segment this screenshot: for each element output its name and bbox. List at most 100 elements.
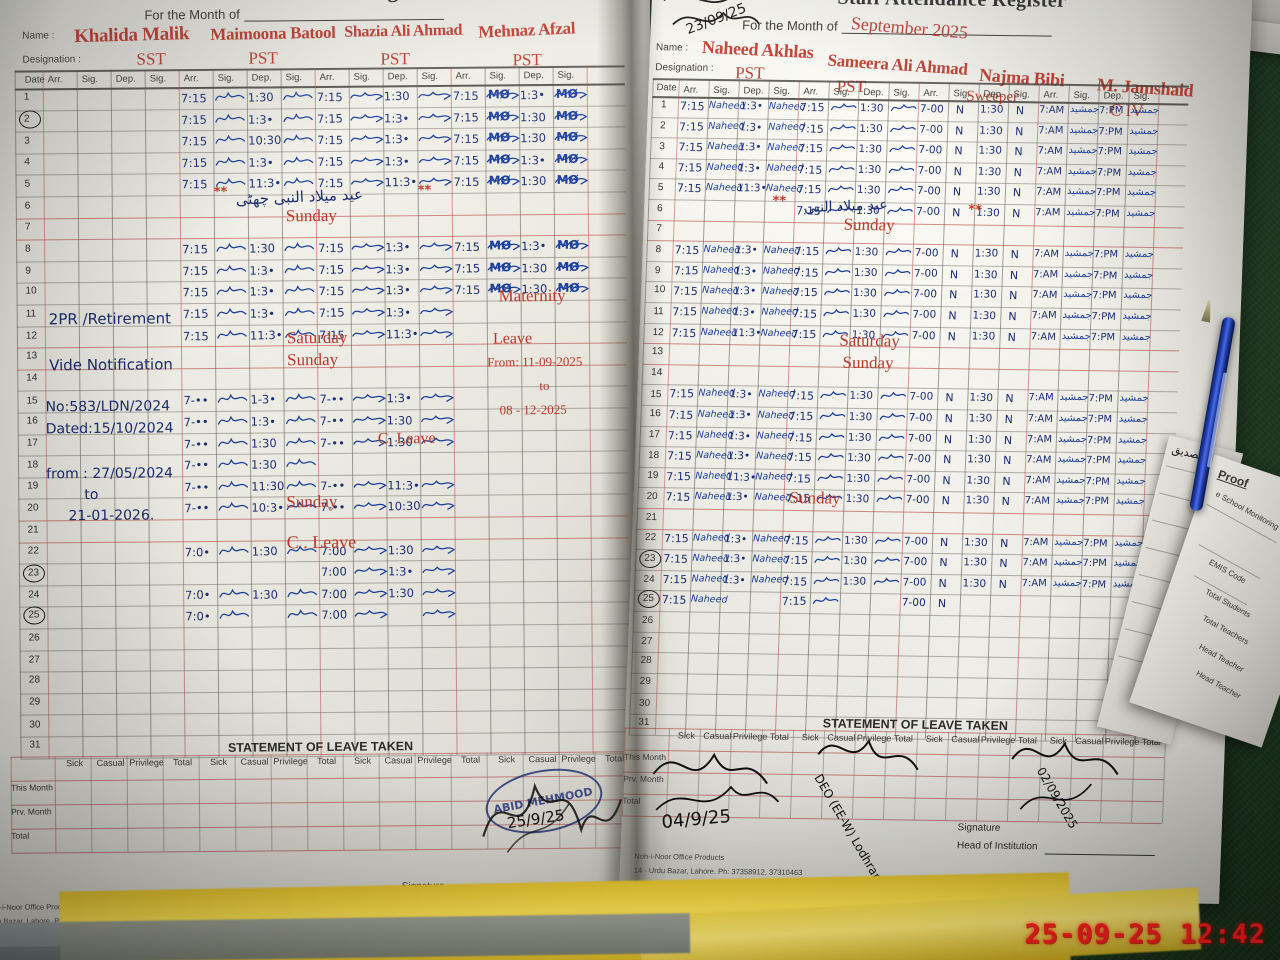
attendance-arrival: 7-00 bbox=[908, 411, 933, 425]
date-cell: 1 bbox=[23, 91, 30, 103]
attendance-departure: 7:PM bbox=[1095, 187, 1121, 199]
signature-urdu: جمشيد bbox=[1067, 165, 1098, 178]
attendance-arrival: 7:15 bbox=[798, 121, 825, 136]
attendance-signature: N bbox=[999, 536, 1009, 550]
date-cell: 13 bbox=[651, 346, 664, 358]
attendance-arrival: 7:AM bbox=[1035, 186, 1062, 199]
statement-row-label: Total bbox=[11, 830, 30, 841]
attendance-signature: N bbox=[999, 557, 1008, 571]
signature-urdu: جمشيد bbox=[1062, 309, 1092, 322]
attendance-departure: 7:PM bbox=[1097, 146, 1122, 158]
holiday-mark-right-1: ** bbox=[772, 193, 787, 209]
attendance-arrival: 7:AM bbox=[1038, 124, 1064, 137]
signature-mark bbox=[882, 330, 909, 338]
note-cleave-left-2: C . Leave bbox=[286, 531, 357, 553]
signature-mark bbox=[486, 90, 520, 100]
attendance-signature: N bbox=[945, 391, 954, 405]
signature-mark bbox=[283, 155, 314, 165]
date-cell: 18 bbox=[647, 450, 660, 462]
attendance-departure: 1:30 bbox=[386, 413, 413, 428]
attendance-departure: 1:30 bbox=[843, 534, 868, 547]
attendance-arrival: 7:AM bbox=[1030, 330, 1057, 343]
date-cell: 8 bbox=[655, 243, 662, 255]
grid-hline bbox=[643, 343, 1180, 352]
attendance-signature: N bbox=[1008, 310, 1017, 324]
signature-mark bbox=[422, 544, 456, 554]
attendance-arrival: 7:15 bbox=[794, 245, 820, 259]
grid-hline bbox=[637, 507, 1174, 517]
attendance-arrival: 7:15 bbox=[797, 162, 823, 177]
signature-mark bbox=[282, 91, 313, 101]
date-cell: 20 bbox=[27, 502, 39, 514]
attendance-signature: N bbox=[998, 577, 1008, 591]
attendance-arrival: 7:15 bbox=[316, 110, 344, 126]
attendance-arrival: 7-•• bbox=[184, 479, 210, 495]
attendance-arrival: 7:15 bbox=[666, 469, 692, 484]
attendance-signature: N bbox=[943, 432, 953, 446]
signature-mark bbox=[555, 241, 589, 250]
date-cell: 7 bbox=[656, 222, 663, 234]
attendance-signature: N bbox=[949, 268, 959, 282]
statement-column-header: Casual bbox=[384, 755, 413, 766]
attendance-departure: 7:PM bbox=[1082, 558, 1107, 570]
signature-mark bbox=[420, 328, 454, 338]
signature-mark bbox=[419, 264, 453, 273]
bottom-signature-1-right bbox=[652, 752, 780, 811]
attendance-signature: N bbox=[1007, 330, 1017, 344]
attendance-signature: N bbox=[1005, 392, 1014, 406]
attendance-arrival: 7:15 bbox=[662, 572, 688, 586]
signature-urdu: جمشيد bbox=[1123, 290, 1153, 302]
signature-urdu: جمشيد bbox=[1066, 186, 1097, 198]
attendance-arrival: 7-00 bbox=[907, 432, 932, 445]
signature-mark bbox=[554, 154, 588, 164]
attendance-arrival: 7:AM bbox=[1032, 269, 1059, 281]
grid-hline bbox=[17, 450, 628, 457]
attendance-arrival: 7:AM bbox=[1027, 413, 1054, 426]
signature-mark bbox=[825, 247, 852, 255]
attendance-departure: 1:3• bbox=[519, 87, 546, 103]
attendance-signature: N bbox=[1004, 412, 1014, 427]
signature-initials: MØ bbox=[556, 129, 579, 145]
attendance-departure: 1:3• bbox=[385, 305, 412, 320]
note-leave-left: Leave bbox=[492, 330, 533, 348]
note-sunday-right-2: Sunday bbox=[842, 352, 894, 373]
attendance-arrival: 7:15 bbox=[318, 305, 345, 321]
date-cell: 5 bbox=[24, 178, 31, 190]
attendance-arrival: 7:15 bbox=[667, 428, 693, 442]
attendance-departure: 7:PM bbox=[1082, 537, 1108, 550]
signature-mark bbox=[889, 144, 916, 153]
attendance-departure: 11:3• bbox=[249, 327, 283, 343]
signature-initials: MØ bbox=[489, 238, 512, 253]
attendance-arrival: 7-•• bbox=[183, 414, 209, 430]
attendance-departure: 7:PM bbox=[1091, 311, 1117, 323]
statement-column-header: Privilege bbox=[417, 754, 452, 766]
grid-hline bbox=[20, 731, 631, 738]
attendance-departure: 11:3• bbox=[387, 478, 420, 493]
attendance-departure: 1:3• bbox=[249, 263, 275, 278]
date-cell: 4 bbox=[658, 160, 665, 173]
attendance-arrival: 7-00 bbox=[902, 576, 927, 589]
attendance-arrival: 7:15 bbox=[672, 305, 698, 319]
attendance-departure: 11:3• bbox=[736, 182, 767, 195]
signature-mark bbox=[287, 587, 318, 597]
attendance-signature: N bbox=[951, 206, 961, 220]
signature-mark bbox=[487, 285, 521, 294]
signature-urdu: جمشيد bbox=[1123, 269, 1154, 281]
date-cell: 31 bbox=[638, 716, 650, 728]
attendance-arrival: 7:AM bbox=[1036, 166, 1063, 178]
signature-mark bbox=[820, 391, 847, 399]
date-cell: 2 bbox=[659, 120, 666, 132]
note-sunday-right-1: Sunday bbox=[843, 214, 896, 235]
attendance-signature: N bbox=[952, 185, 962, 199]
signature-mark bbox=[876, 494, 903, 503]
attendance-departure: 1:30 bbox=[843, 554, 868, 568]
month-blank-left bbox=[243, 6, 444, 22]
grid-vline bbox=[684, 78, 710, 736]
attendance-arrival: 7:15 bbox=[781, 595, 807, 609]
attendance-departure: 7:PM bbox=[1093, 249, 1119, 261]
note-saturday-right: Saturday bbox=[839, 330, 901, 351]
attendance-arrival: 7:AM bbox=[1025, 474, 1051, 487]
signature-mark bbox=[287, 609, 318, 619]
attendance-arrival: 7-•• bbox=[319, 435, 345, 450]
